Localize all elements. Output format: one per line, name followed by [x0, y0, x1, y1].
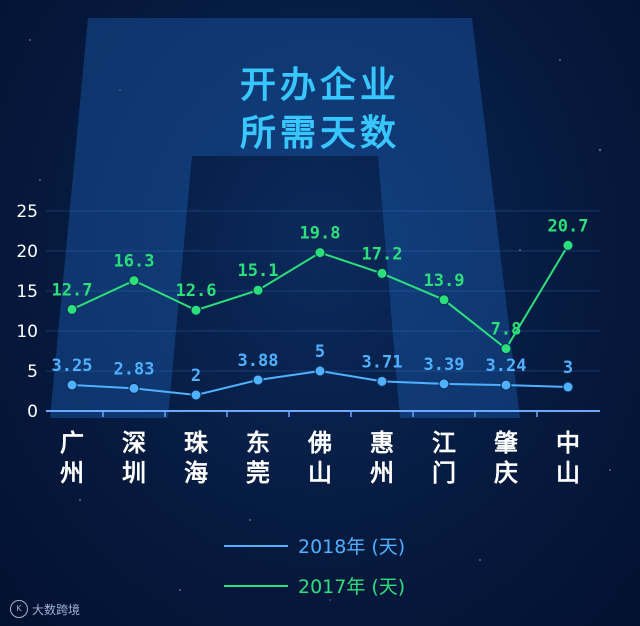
x-category-char: 庆	[494, 459, 518, 487]
series-point-1	[376, 267, 388, 279]
data-label-1: 20.7	[548, 216, 589, 236]
kdo-logo-icon: K	[10, 600, 28, 618]
chart-title-line1: 开办企业	[239, 65, 400, 106]
y-tick-label: 5	[27, 362, 38, 382]
legend-label-2018: 2018年 (天)	[298, 536, 406, 558]
x-category-char: 江	[432, 429, 456, 457]
data-label-1: 19.8	[300, 224, 341, 244]
x-category-label: 广州	[52, 428, 92, 488]
x-category-char: 中	[556, 429, 580, 457]
y-tick-label: 20	[16, 242, 38, 262]
data-label-1: 12.7	[52, 280, 93, 300]
data-label-1: 16.3	[114, 252, 155, 272]
series-point-1	[500, 343, 512, 355]
series-point-1	[128, 275, 140, 287]
x-category-char: 东	[246, 429, 270, 457]
data-label-1: 7.8	[491, 320, 522, 340]
x-category-char: 山	[308, 459, 332, 487]
x-category-char: 深	[122, 429, 146, 457]
series-point-0	[376, 375, 388, 387]
series-point-1	[66, 303, 78, 315]
chart-title-line2: 所需天数	[239, 113, 400, 154]
x-category-char: 门	[432, 459, 456, 487]
data-label-0: 3.25	[52, 356, 93, 376]
y-tick-label: 0	[27, 402, 38, 422]
y-tick-label: 10	[16, 322, 38, 342]
y-tick-label: 15	[16, 282, 38, 302]
x-category-label: 佛山	[300, 428, 340, 488]
x-category-char: 惠	[370, 429, 394, 457]
legend-item-2017: 2017年 (天)	[224, 572, 405, 599]
legend-swatch-2018	[224, 544, 288, 547]
x-category-label: 深圳	[114, 428, 154, 488]
data-label-1: 17.2	[362, 244, 403, 264]
x-category-char: 莞	[246, 459, 270, 487]
series-point-1	[562, 239, 574, 251]
x-category-char: 州	[60, 459, 84, 487]
series-point-1	[190, 304, 202, 316]
data-label-1: 12.6	[176, 281, 217, 301]
x-category-char: 山	[556, 459, 580, 487]
x-category-char: 圳	[122, 459, 146, 487]
legend-label-2017: 2017年 (天)	[298, 576, 406, 598]
x-category-char: 珠	[184, 429, 208, 457]
data-label-0: 5	[315, 342, 325, 362]
x-category-label: 珠海	[176, 428, 216, 488]
x-category-char: 海	[184, 459, 208, 487]
series-point-0	[66, 379, 78, 391]
data-label-0: 2	[191, 366, 201, 386]
y-tick-label: 25	[16, 202, 38, 222]
series-point-0	[190, 389, 202, 401]
series-point-1	[314, 247, 326, 259]
data-label-0: 3.39	[424, 355, 465, 375]
series-point-1	[438, 294, 450, 306]
x-category-char: 佛	[308, 429, 332, 457]
data-label-1: 15.1	[238, 261, 279, 281]
legend-swatch-2017	[224, 584, 288, 587]
series-point-0	[128, 382, 140, 394]
data-label-1: 13.9	[424, 271, 465, 291]
data-label-0: 3.88	[238, 351, 279, 371]
x-category-label: 中山	[548, 428, 588, 488]
x-category-char: 肇	[494, 429, 518, 457]
series-point-0	[438, 378, 450, 390]
data-label-0: 3.71	[362, 352, 403, 372]
x-category-label: 惠州	[362, 428, 402, 488]
series-point-0	[562, 381, 574, 393]
data-label-0: 2.83	[114, 359, 155, 379]
series-point-0	[252, 374, 264, 386]
series-point-0	[500, 379, 512, 391]
x-category-label: 东莞	[238, 428, 278, 488]
watermark-text: 大数跨境	[32, 602, 81, 617]
legend-item-2018: 2018年 (天)	[224, 532, 405, 559]
x-category-label: 肇庆	[486, 428, 526, 488]
watermark: K 大数跨境	[10, 600, 80, 618]
x-category-char: 州	[370, 459, 394, 487]
x-category-char: 广	[60, 429, 84, 457]
series-point-0	[314, 365, 326, 377]
data-label-0: 3	[563, 358, 573, 378]
x-category-label: 江门	[424, 428, 464, 488]
series-point-1	[252, 284, 264, 296]
data-label-0: 3.24	[486, 356, 527, 376]
